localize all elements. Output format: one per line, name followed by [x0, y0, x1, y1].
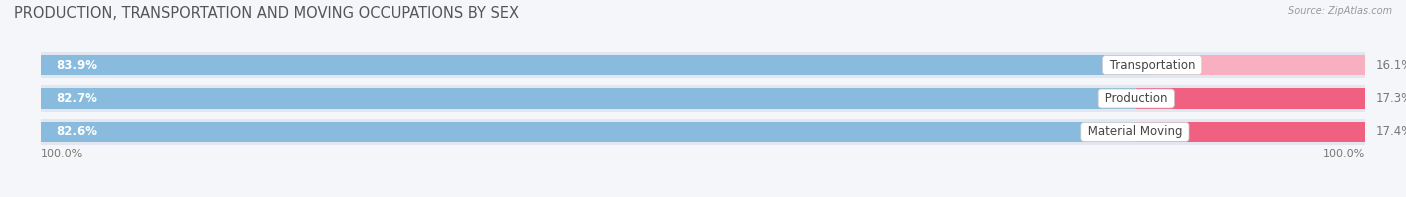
- Bar: [41, 122, 1135, 142]
- Bar: [41, 85, 1365, 112]
- Bar: [41, 119, 1365, 145]
- Bar: [41, 52, 1365, 78]
- Text: Production: Production: [1101, 92, 1171, 105]
- Text: 83.9%: 83.9%: [56, 59, 97, 72]
- Text: 82.6%: 82.6%: [56, 125, 97, 138]
- Text: 82.7%: 82.7%: [56, 92, 97, 105]
- Bar: [41, 55, 1152, 75]
- Text: 100.0%: 100.0%: [1323, 149, 1365, 159]
- Text: 17.4%: 17.4%: [1376, 125, 1406, 138]
- Bar: [41, 88, 1136, 109]
- Text: 17.3%: 17.3%: [1376, 92, 1406, 105]
- Bar: [1136, 88, 1365, 109]
- Text: 100.0%: 100.0%: [41, 149, 83, 159]
- Text: Transportation: Transportation: [1105, 59, 1199, 72]
- Text: Material Moving: Material Moving: [1084, 125, 1187, 138]
- Bar: [1135, 122, 1365, 142]
- Text: 16.1%: 16.1%: [1376, 59, 1406, 72]
- Bar: [1152, 55, 1365, 75]
- Text: PRODUCTION, TRANSPORTATION AND MOVING OCCUPATIONS BY SEX: PRODUCTION, TRANSPORTATION AND MOVING OC…: [14, 6, 519, 21]
- Text: Source: ZipAtlas.com: Source: ZipAtlas.com: [1288, 6, 1392, 16]
